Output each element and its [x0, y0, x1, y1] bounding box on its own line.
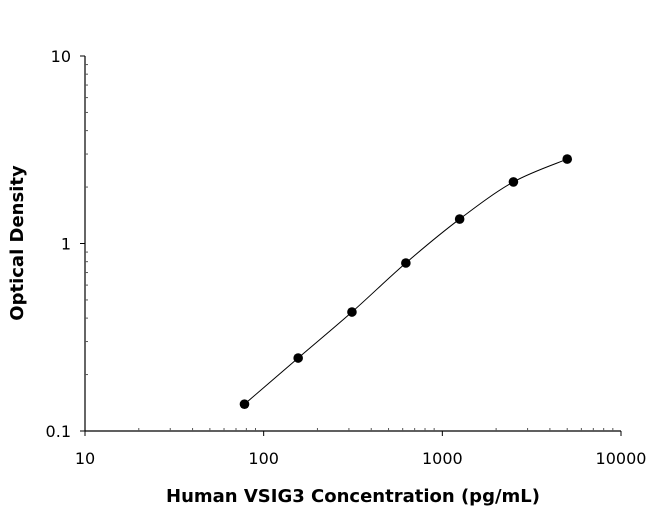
data-point: [508, 177, 519, 187]
y-tick-label: 1: [61, 235, 71, 254]
data-point: [562, 154, 573, 164]
x-tick-label: 1000: [422, 449, 463, 468]
x-tick-label: 10: [75, 449, 95, 468]
fit-curve: [244, 158, 568, 405]
y-tick-label: 10: [51, 47, 71, 66]
x-tick-label: 100: [248, 449, 279, 468]
data-points: [239, 154, 573, 409]
x-tick-label: 10000: [596, 449, 647, 468]
data-point: [239, 399, 250, 409]
axes: [80, 55, 622, 436]
y-axis-title: Optical Density: [7, 165, 28, 321]
data-point: [293, 353, 303, 363]
data-point: [401, 258, 411, 268]
data-point: [454, 214, 465, 224]
tick-labels: 10 100 1000 10000 0.1 1 10: [46, 47, 647, 468]
y-tick-label: 0.1: [46, 422, 71, 441]
data-point: [347, 307, 357, 317]
x-axis-title: Human VSIG3 Concentration (pg/mL): [166, 486, 540, 507]
